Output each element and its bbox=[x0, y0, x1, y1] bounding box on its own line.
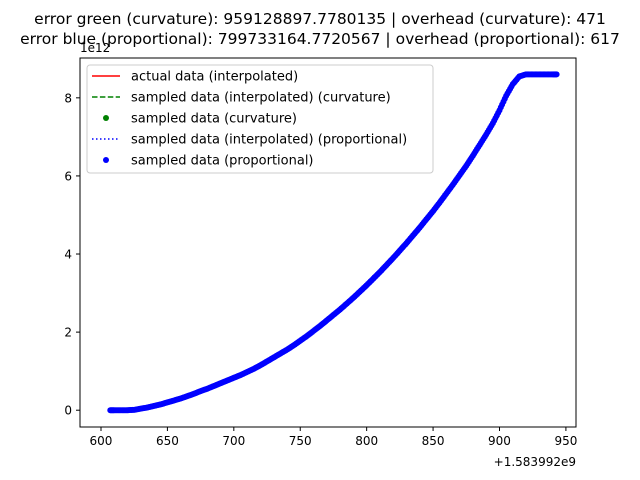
x-tick-label: 850 bbox=[422, 434, 445, 448]
y-tick-label: 2 bbox=[64, 326, 72, 340]
y-tick-label: 6 bbox=[64, 169, 72, 183]
legend-marker-proportional-dot bbox=[103, 157, 109, 163]
legend: actual data (interpolated) sampled data … bbox=[86, 64, 434, 174]
legend-marker-curvature-dot bbox=[103, 115, 109, 121]
legend-label-actual: actual data (interpolated) bbox=[131, 70, 298, 85]
x-tick-label: 700 bbox=[222, 434, 245, 448]
plot-frame bbox=[79, 57, 577, 428]
y-scale-label: 1e12 bbox=[80, 41, 110, 55]
x-tick-label: 600 bbox=[90, 434, 113, 448]
x-tick-label: 900 bbox=[488, 434, 511, 448]
y-tick-label: 8 bbox=[64, 91, 72, 105]
x-tick-label: 950 bbox=[554, 434, 577, 448]
y-axis: 0 2 4 6 8 bbox=[64, 91, 80, 418]
legend-label-curvature-sampled: sampled data (curvature) bbox=[131, 112, 297, 127]
y-tick-label: 0 bbox=[64, 404, 72, 418]
x-offset-label: +1.583992e9 bbox=[494, 455, 576, 469]
legend-box bbox=[86, 64, 434, 174]
legend-label-curvature-interpolated: sampled data (interpolated) (curvature) bbox=[131, 91, 391, 106]
x-tick-label: 650 bbox=[156, 434, 179, 448]
x-tick-label: 800 bbox=[355, 434, 378, 448]
chart-title-line-2: error blue (proportional): 799733164.772… bbox=[20, 30, 620, 48]
data-point bbox=[553, 71, 560, 78]
legend-label-proportional-interpolated: sampled data (interpolated) (proportiona… bbox=[131, 133, 407, 148]
legend-label-proportional-sampled: sampled data (proportional) bbox=[131, 154, 314, 169]
x-tick-label: 750 bbox=[289, 434, 312, 448]
x-axis: 600 650 700 750 800 850 900 950 bbox=[90, 427, 577, 448]
y-tick-label: 4 bbox=[64, 248, 72, 262]
chart-title-line-1: error green (curvature): 959128897.77801… bbox=[34, 10, 606, 28]
plot-marks bbox=[107, 71, 560, 414]
